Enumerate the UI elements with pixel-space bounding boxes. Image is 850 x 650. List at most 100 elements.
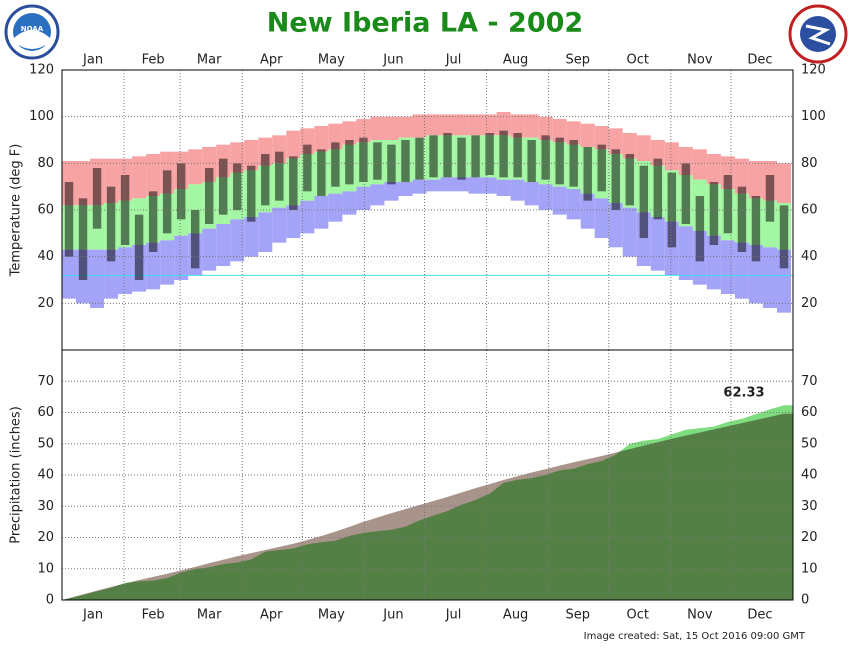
y-tick-label-right: 60 xyxy=(801,405,818,420)
record-high-band xyxy=(566,121,581,145)
record-high-band xyxy=(510,114,525,138)
record-low-band xyxy=(216,224,231,266)
record-high-band xyxy=(538,116,553,140)
x-tick-label: Jan xyxy=(82,608,103,623)
y-tick-label: 20 xyxy=(37,530,54,545)
record-high-band xyxy=(440,114,455,136)
x-tick-label: Mar xyxy=(197,53,222,68)
y-tick-label-right: 70 xyxy=(801,374,818,389)
x-tick-label: May xyxy=(318,608,345,623)
record-high-band xyxy=(608,128,623,154)
observed-bar xyxy=(219,158,228,215)
record-low-band xyxy=(244,217,259,257)
y-axis-label: Precipitation (inches) xyxy=(9,406,24,544)
record-low-band xyxy=(258,212,273,252)
normal-precip-area xyxy=(62,413,793,600)
observed-bar xyxy=(653,158,663,220)
record-low-band xyxy=(272,207,287,243)
record-low-band xyxy=(734,242,749,299)
observed-bar xyxy=(443,133,452,178)
record-low-band xyxy=(286,205,301,238)
observed-bar xyxy=(625,154,634,206)
observed-bar xyxy=(527,140,536,182)
x-tick-label: Feb xyxy=(142,608,165,623)
record-low-band xyxy=(328,193,343,222)
observed-bar xyxy=(148,191,158,252)
svg-text:NOAA: NOAA xyxy=(21,25,44,33)
record-high-band xyxy=(356,119,371,143)
observed-bar xyxy=(345,140,354,185)
record-high-band xyxy=(636,135,651,161)
x-tick-label: Aug xyxy=(503,608,528,623)
x-tick-label: Dec xyxy=(747,53,772,68)
record-low-band xyxy=(398,182,413,196)
observed-bar xyxy=(233,163,242,210)
record-high-band xyxy=(748,161,763,199)
record-low-band xyxy=(678,226,693,280)
record-low-band xyxy=(342,191,357,215)
y-tick-label-right: 30 xyxy=(801,499,818,514)
y-tick-label: 60 xyxy=(37,405,54,420)
x-tick-label: Aug xyxy=(503,53,528,68)
x-tick-label: Mar xyxy=(197,608,222,623)
observed-bar xyxy=(513,133,522,178)
y-tick-label-right: 120 xyxy=(801,63,826,78)
record-low-band xyxy=(412,179,427,194)
x-tick-label: Oct xyxy=(627,608,649,623)
y-tick-label-right: 20 xyxy=(801,296,818,311)
y-tick-label: 80 xyxy=(37,156,54,171)
footer: Image created: Sat, 15 Oct 2016 09:00 GM… xyxy=(584,631,806,642)
y-axis-label: Temperature (deg F) xyxy=(9,144,24,278)
observed-bar xyxy=(611,149,620,210)
observed-bar xyxy=(499,130,508,178)
record-low-band xyxy=(314,196,329,229)
observed-bar xyxy=(92,168,102,229)
x-tick-label: Jul xyxy=(445,608,462,623)
record-low-band xyxy=(146,242,161,290)
record-low-band xyxy=(706,235,721,290)
y-tick-label: 70 xyxy=(37,374,54,389)
record-low-band xyxy=(580,193,595,229)
observed-bar xyxy=(190,210,200,269)
record-high-band xyxy=(384,116,399,140)
x-tick-label: Apr xyxy=(260,608,283,623)
y-tick-label: 50 xyxy=(37,436,54,451)
record-high-band xyxy=(132,156,147,199)
observed-bar xyxy=(176,163,186,220)
observed-bar xyxy=(303,144,312,192)
record-low-band xyxy=(90,249,105,308)
y-tick-label-right: 20 xyxy=(801,530,818,545)
observed-bar xyxy=(765,175,775,222)
record-low-band xyxy=(230,219,245,262)
record-high-band xyxy=(524,114,539,138)
record-high-band xyxy=(370,116,385,140)
x-tick-label: Jan xyxy=(82,53,103,68)
observed-bar xyxy=(289,156,298,210)
observed-bar xyxy=(681,163,691,224)
y-tick-label: 0 xyxy=(46,593,54,608)
record-low-band xyxy=(482,177,497,194)
observed-bar xyxy=(275,151,284,201)
nws-logo xyxy=(788,4,848,64)
x-tick-label: May xyxy=(318,53,345,68)
record-low-band xyxy=(594,198,609,238)
observed-bar xyxy=(597,144,606,192)
observed-bar xyxy=(569,140,578,187)
observed-bar xyxy=(639,165,649,238)
observed-bar xyxy=(737,186,747,252)
observed-bar xyxy=(78,198,88,280)
record-low-band xyxy=(468,177,483,194)
observed-bar xyxy=(709,182,719,245)
observed-bar xyxy=(204,168,214,224)
record-high-band xyxy=(468,114,483,136)
record-low-band xyxy=(566,189,581,220)
record-high-band xyxy=(706,154,721,185)
record-high-band xyxy=(244,140,259,171)
x-tick-label: Sep xyxy=(565,53,590,68)
observed-bar xyxy=(106,186,116,262)
y-tick-label-right: 60 xyxy=(801,203,818,218)
record-low-band xyxy=(202,228,217,271)
x-tick-label: Dec xyxy=(747,608,772,623)
x-tick-label: Jul xyxy=(445,53,462,68)
